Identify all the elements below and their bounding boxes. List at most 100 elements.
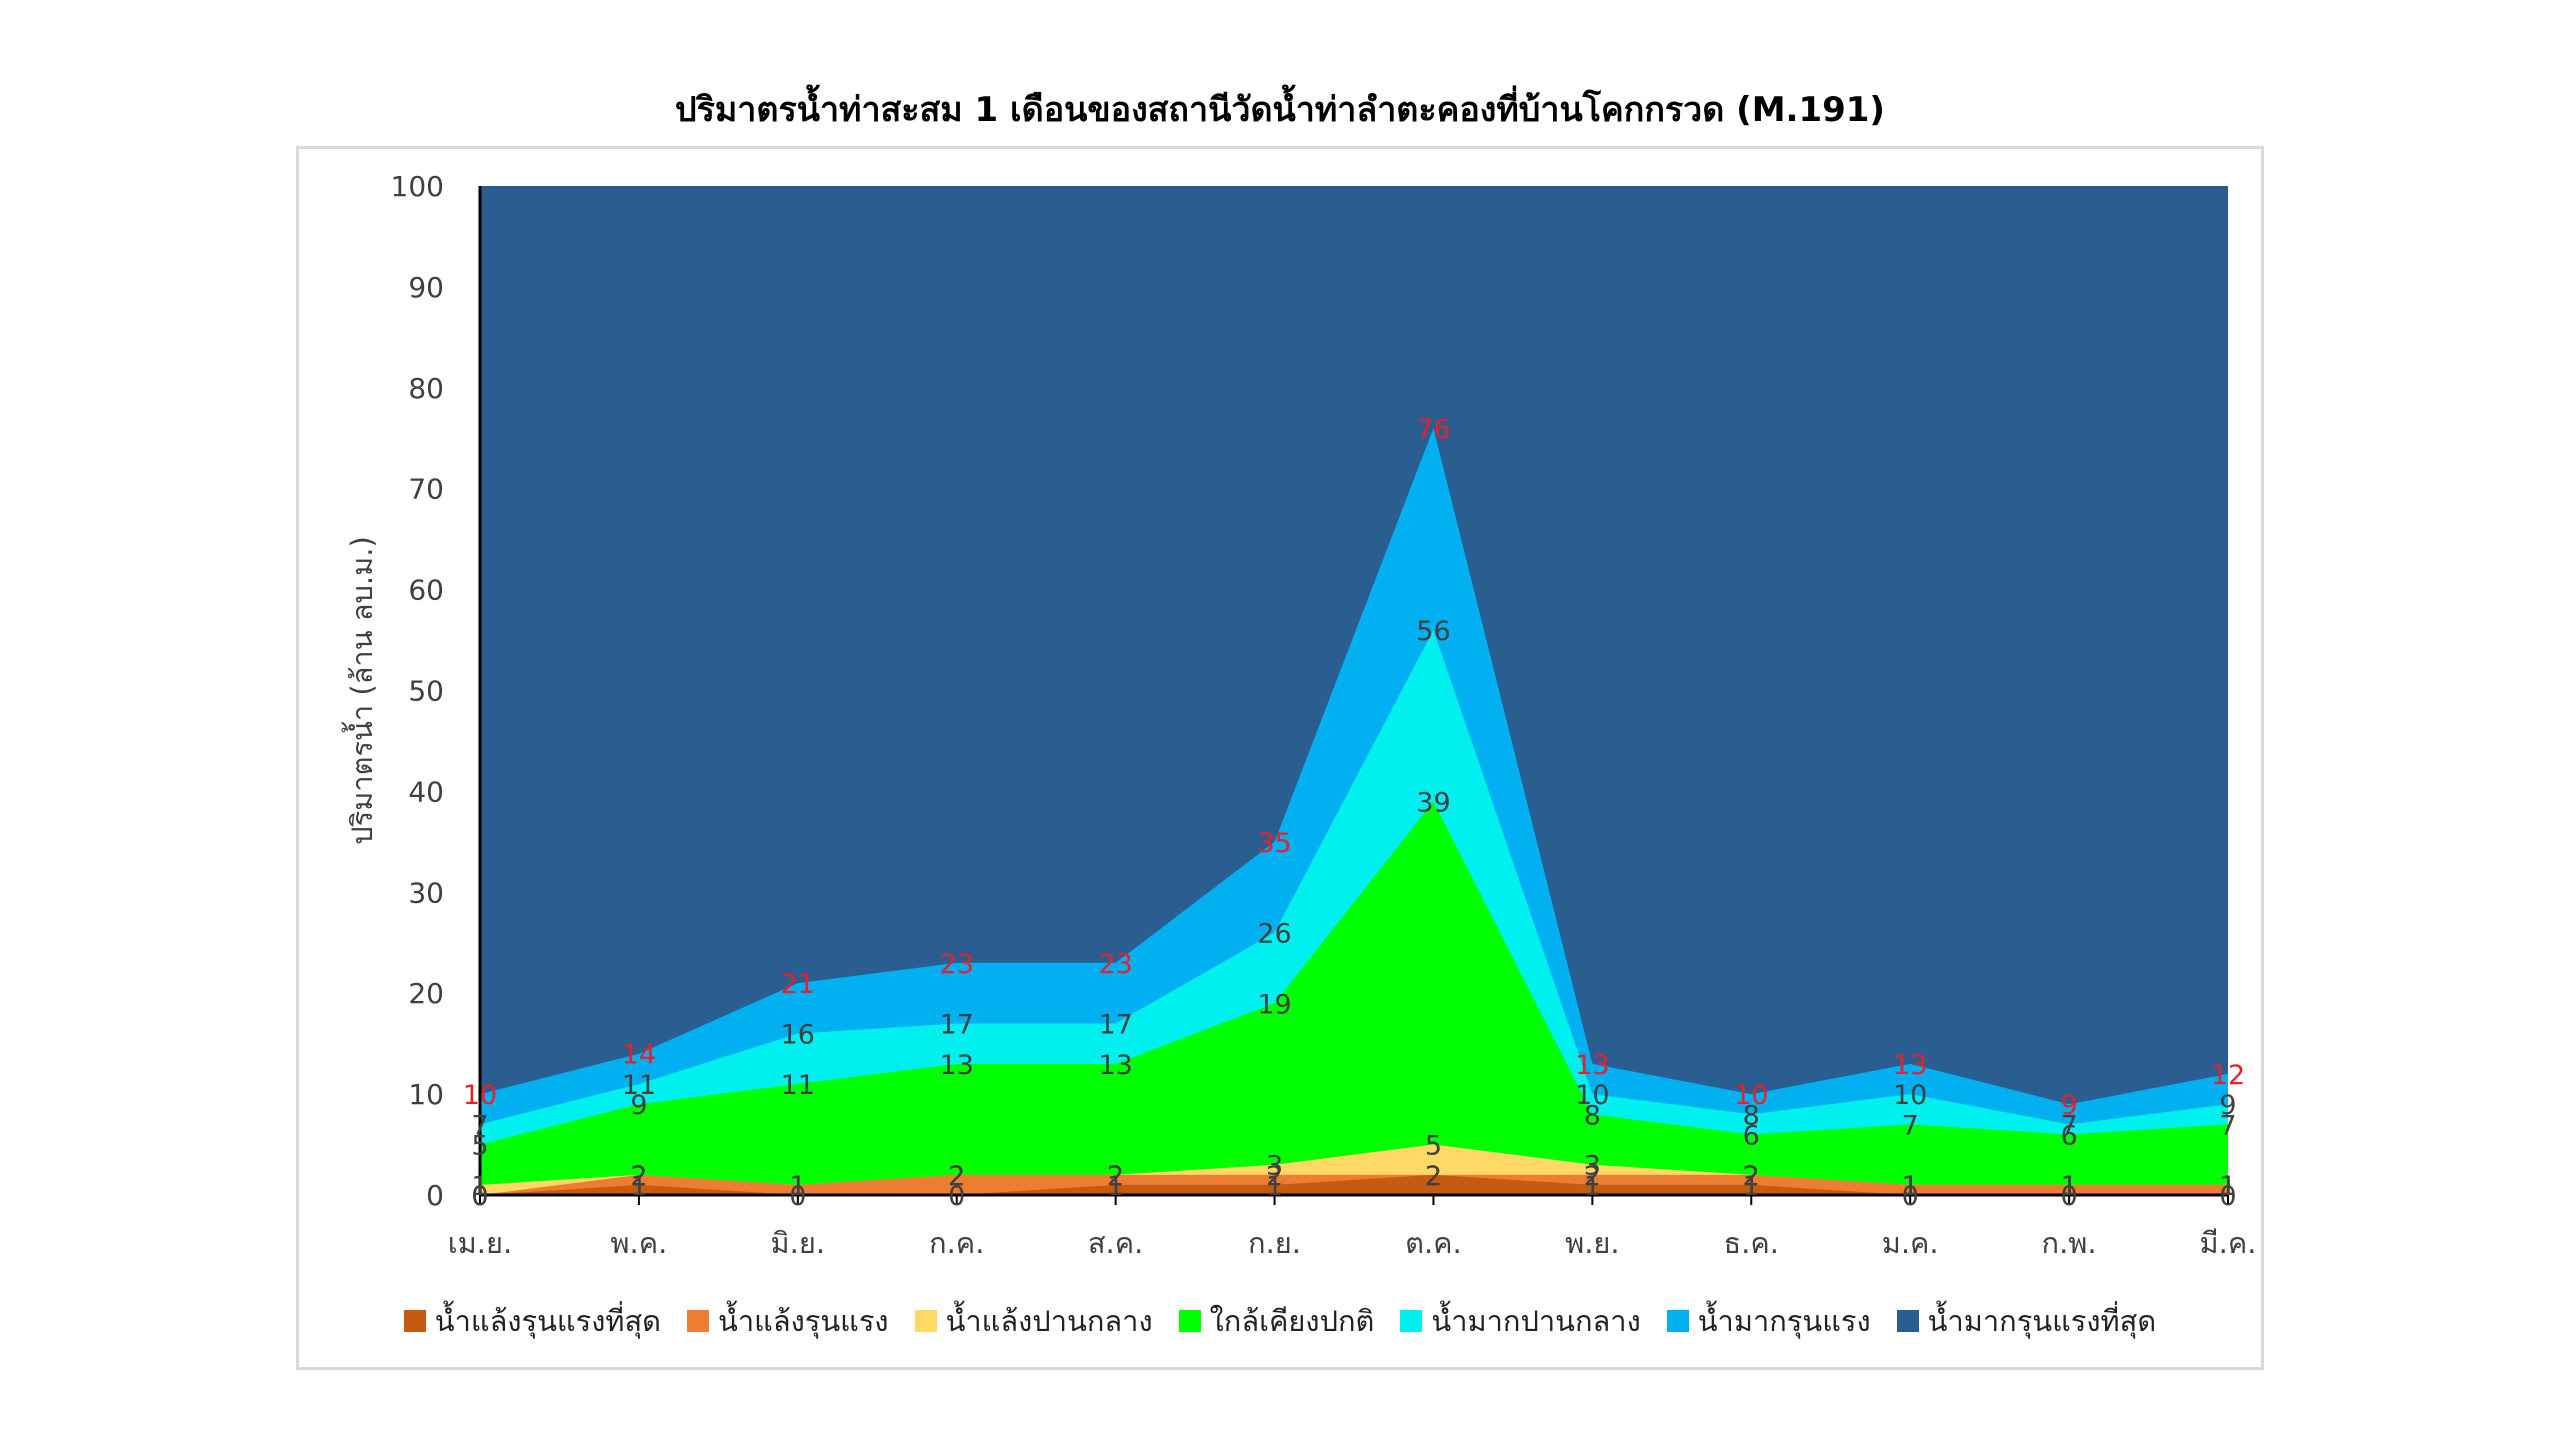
data-label: 11 xyxy=(622,1070,656,1101)
x-tick-label: ม.ค. xyxy=(1882,1226,1939,1260)
data-label: 2 xyxy=(1107,1161,1124,1192)
data-label: 1 xyxy=(789,1171,806,1202)
data-label: 0 xyxy=(471,1181,488,1212)
data-label: 11 xyxy=(781,1070,815,1101)
y-tick-label: 40 xyxy=(408,775,444,808)
area-series-4 xyxy=(480,801,2228,1195)
data-label: 10 xyxy=(1575,1080,1609,1111)
legend-swatch xyxy=(1400,1310,1423,1332)
data-label: 13 xyxy=(1575,1050,1609,1081)
chart-legend: น้ำแล้งรุนแรงที่สุด น้ำแล้งรุนแรง น้ำแล้งป… xyxy=(0,1298,2560,1344)
y-tick-label: 20 xyxy=(408,977,444,1010)
x-tick-label: มี.ค. xyxy=(2200,1226,2257,1260)
y-tick-label: 50 xyxy=(408,675,444,708)
chart-frame xyxy=(296,146,2264,1370)
data-label: 0 xyxy=(471,1181,488,1212)
data-label: 13 xyxy=(940,1050,974,1081)
data-label: 0 xyxy=(2060,1181,2077,1212)
data-label: 0 xyxy=(2219,1181,2236,1212)
y-tick-label: 90 xyxy=(408,271,444,304)
data-label: 1 xyxy=(1107,1171,1124,1202)
data-label: 1 xyxy=(1584,1171,1601,1202)
data-label: 16 xyxy=(781,1020,815,1051)
legend-item: น้ำมากรุนแรงที่สุด xyxy=(1896,1298,2157,1344)
data-label: 1 xyxy=(789,1171,806,1202)
legend-label: น้ำมากรุนแรง xyxy=(1697,1304,1871,1338)
x-tick-label: ก.พ. xyxy=(2042,1226,2097,1260)
chart-title: ปริมาตรน้ำท่าสะสม 1 เดือนของสถานีวัดน้ำท… xyxy=(675,90,1885,130)
data-label: 6 xyxy=(2060,1120,2077,1151)
x-tick-label: เม.ย. xyxy=(448,1226,512,1260)
data-label: 56 xyxy=(1416,616,1450,647)
legend-label: น้ำแล้งรุนแรงที่สุด xyxy=(434,1304,662,1338)
legend-item: น้ำแล้งปานกลาง xyxy=(914,1298,1153,1344)
data-label: 21 xyxy=(781,969,815,1000)
data-label: 1 xyxy=(1902,1171,1919,1202)
data-label: 2 xyxy=(1266,1161,1283,1192)
data-label: 1 xyxy=(1266,1171,1283,1202)
data-label: 23 xyxy=(940,949,974,980)
legend-label: น้ำมากปานกลาง xyxy=(1431,1304,1641,1338)
data-label: 1 xyxy=(630,1171,647,1202)
data-label: 26 xyxy=(1257,919,1291,950)
data-label: 7 xyxy=(471,1110,488,1141)
data-label: 0 xyxy=(1902,1181,1919,1212)
data-label: 7 xyxy=(2219,1110,2236,1141)
x-tick-label: พ.ย. xyxy=(1565,1226,1620,1260)
data-label: 17 xyxy=(940,1009,974,1040)
legend-item: น้ำแล้งรุนแรงที่สุด xyxy=(403,1298,662,1344)
data-label: 8 xyxy=(1743,1100,1760,1131)
data-label: 2 xyxy=(1743,1161,1760,1192)
legend-label: น้ำแล้งรุนแรง xyxy=(718,1304,889,1338)
data-label: 12 xyxy=(2211,1060,2245,1091)
data-label: 6 xyxy=(1743,1120,1760,1151)
data-label: 2 xyxy=(1743,1161,1760,1192)
y-tick-label: 0 xyxy=(426,1179,444,1212)
data-label: 13 xyxy=(1098,1050,1132,1081)
data-label: 39 xyxy=(1416,787,1450,818)
data-label: 9 xyxy=(2219,1090,2236,1121)
data-label: 1 xyxy=(2060,1171,2077,1202)
x-tick-label: ส.ค. xyxy=(1088,1226,1144,1260)
y-tick-label: 60 xyxy=(408,574,444,607)
data-label: 19 xyxy=(1257,989,1291,1020)
y-tick-label: 100 xyxy=(391,170,444,203)
data-label: 2 xyxy=(1107,1161,1124,1192)
data-label: 2 xyxy=(1425,1161,1442,1192)
data-label: 2 xyxy=(1584,1161,1601,1192)
data-label: 10 xyxy=(463,1080,497,1111)
data-label: 1 xyxy=(2060,1171,2077,1202)
data-label: 1 xyxy=(2219,1171,2236,1202)
legend-label: ใกล้เคียงปกติ xyxy=(1209,1304,1375,1338)
data-label: 23 xyxy=(1098,949,1132,980)
data-label: 1 xyxy=(1902,1171,1919,1202)
data-label: 3 xyxy=(1584,1151,1601,1182)
data-label: 5 xyxy=(1425,1131,1442,1162)
data-label: 2 xyxy=(630,1161,647,1192)
data-label: 9 xyxy=(630,1090,647,1121)
y-axis-title: ปริมาตรน้ำ (ล้าน ลบ.ม.) xyxy=(341,536,379,845)
legend-label: น้ำมากรุนแรงที่สุด xyxy=(1927,1304,2157,1338)
data-label: 3 xyxy=(1266,1151,1283,1182)
x-tick-label: มิ.ย. xyxy=(771,1226,826,1260)
legend-label: น้ำแล้งปานกลาง xyxy=(945,1304,1153,1338)
area-series-1 xyxy=(480,1174,2228,1195)
data-label: 10 xyxy=(1893,1080,1927,1111)
legend-item: น้ำมากปานกลาง xyxy=(1400,1298,1641,1344)
data-label: 7 xyxy=(1902,1110,1919,1141)
data-label: 17 xyxy=(1098,1009,1132,1040)
x-tick-label: ต.ค. xyxy=(1405,1226,1462,1260)
data-label: 10 xyxy=(1734,1080,1768,1111)
data-label: 9 xyxy=(2060,1090,2077,1121)
data-label: 1 xyxy=(2219,1171,2236,1202)
x-tick-label: พ.ค. xyxy=(610,1226,667,1260)
y-tick-label: 80 xyxy=(408,372,444,405)
data-label: 76 xyxy=(1416,414,1450,445)
x-tick-label: ธ.ค. xyxy=(1723,1226,1779,1260)
data-label: 5 xyxy=(471,1131,488,1162)
x-tick-label: ก.ค. xyxy=(929,1226,984,1260)
y-tick-label: 70 xyxy=(408,473,444,506)
data-label: 1 xyxy=(1743,1171,1760,1202)
x-tick-label: ก.ย. xyxy=(1248,1226,1301,1260)
